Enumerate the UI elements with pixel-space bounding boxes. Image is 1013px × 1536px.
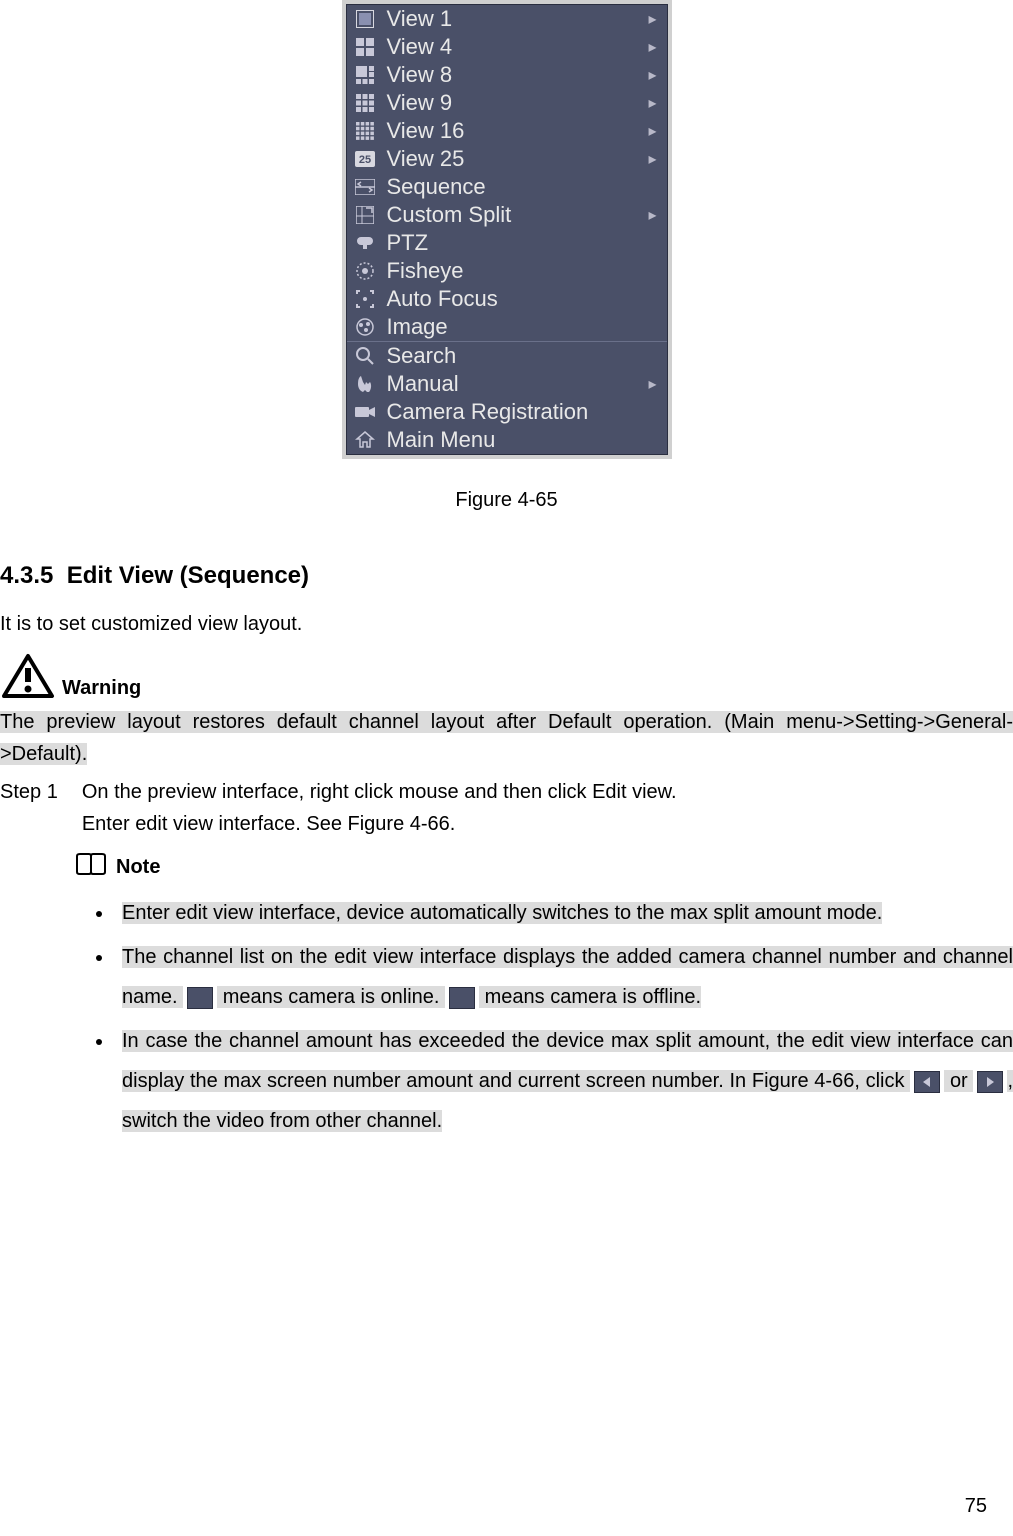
sequence-icon bbox=[353, 175, 377, 199]
menu-item-autofocus[interactable]: Auto Focus bbox=[347, 285, 667, 313]
step-label: Step 1 bbox=[0, 776, 58, 840]
menu-label: Camera Registration bbox=[387, 399, 657, 425]
custom-split-icon bbox=[353, 203, 377, 227]
menu-item-sequence[interactable]: Sequence bbox=[347, 173, 667, 201]
step-line2: Enter edit view interface. See Figure 4-… bbox=[82, 808, 677, 840]
note-icon bbox=[74, 852, 108, 883]
warning-label: Warning bbox=[62, 677, 141, 700]
menu-item-custom-split[interactable]: Custom Split ▸ bbox=[347, 201, 667, 229]
menu-item-image[interactable]: Image bbox=[347, 313, 667, 341]
chevron-right-icon: ▸ bbox=[648, 37, 656, 57]
chevron-right-icon: ▸ bbox=[648, 9, 656, 29]
menu-label: View 9 bbox=[387, 90, 649, 116]
fisheye-icon bbox=[353, 259, 377, 283]
step-line1: On the preview interface, right click mo… bbox=[82, 776, 677, 808]
view4-icon bbox=[353, 35, 377, 59]
view1-icon bbox=[353, 7, 377, 31]
prev-arrow-icon bbox=[914, 1071, 940, 1093]
view16-icon bbox=[353, 119, 377, 143]
next-arrow-icon bbox=[977, 1071, 1003, 1093]
menu-section-1: View 1 ▸ View 4 ▸ View 8 ▸ View 9 ▸ bbox=[347, 5, 667, 342]
menu-label: Sequence bbox=[387, 174, 657, 200]
menu-body: View 1 ▸ View 4 ▸ View 8 ▸ View 9 ▸ bbox=[346, 4, 668, 455]
bullet-2: The channel list on the edit view interf… bbox=[114, 937, 1013, 1017]
menu-item-view16[interactable]: View 16 ▸ bbox=[347, 117, 667, 145]
chevron-right-icon: ▸ bbox=[648, 149, 656, 169]
menu-item-ptz[interactable]: PTZ bbox=[347, 229, 667, 257]
menu-label: View 4 bbox=[387, 34, 649, 60]
camera-reg-icon bbox=[353, 400, 377, 424]
menu-section-2: Search Manual ▸ Camera Registration Main… bbox=[347, 342, 667, 454]
menu-label: View 16 bbox=[387, 118, 649, 144]
svg-text:25: 25 bbox=[358, 154, 370, 166]
section-title: Edit View (Sequence) bbox=[67, 562, 309, 589]
step-body: On the preview interface, right click mo… bbox=[82, 776, 677, 840]
menu-label: Custom Split bbox=[387, 202, 649, 228]
chevron-right-icon: ▸ bbox=[648, 374, 656, 394]
menu-item-view1[interactable]: View 1 ▸ bbox=[347, 5, 667, 33]
search-icon bbox=[353, 344, 377, 368]
menu-label: View 1 bbox=[387, 6, 649, 32]
note-bullets: Enter edit view interface, device automa… bbox=[74, 893, 1013, 1141]
chevron-right-icon: ▸ bbox=[648, 205, 656, 225]
menu-label: Manual bbox=[387, 371, 649, 397]
menu-label: Main Menu bbox=[387, 427, 657, 453]
doc-section: 4.3.5 Edit View (Sequence) It is to set … bbox=[0, 562, 1013, 1141]
camera-offline-icon bbox=[449, 987, 475, 1009]
menu-label: View 8 bbox=[387, 62, 649, 88]
menu-label: PTZ bbox=[387, 230, 657, 256]
context-menu: View 1 ▸ View 4 ▸ View 8 ▸ View 9 ▸ bbox=[342, 0, 672, 459]
menu-item-manual[interactable]: Manual ▸ bbox=[347, 370, 667, 398]
chevron-right-icon: ▸ bbox=[648, 65, 656, 85]
menu-label: Search bbox=[387, 343, 657, 369]
bullet-3: In case the channel amount has exceeded … bbox=[114, 1021, 1013, 1141]
ptz-icon bbox=[353, 231, 377, 255]
menu-item-view4[interactable]: View 4 ▸ bbox=[347, 33, 667, 61]
step-1: Step 1 On the preview interface, right c… bbox=[0, 776, 1013, 840]
section-heading: 4.3.5 Edit View (Sequence) bbox=[0, 562, 1013, 590]
note-block: Note bbox=[74, 852, 1013, 883]
menu-label: Fisheye bbox=[387, 258, 657, 284]
menu-label: Auto Focus bbox=[387, 286, 657, 312]
menu-item-search[interactable]: Search bbox=[347, 342, 667, 370]
manual-icon bbox=[353, 372, 377, 396]
menu-item-fisheye[interactable]: Fisheye bbox=[347, 257, 667, 285]
chevron-right-icon: ▸ bbox=[648, 93, 656, 113]
menu-item-view9[interactable]: View 9 ▸ bbox=[347, 89, 667, 117]
note-label: Note bbox=[116, 856, 160, 879]
view8-icon bbox=[353, 63, 377, 87]
warning-text: The preview layout restores default chan… bbox=[0, 706, 1013, 770]
intro-text: It is to set customized view layout. bbox=[0, 608, 1013, 640]
section-number: 4.3.5 bbox=[0, 562, 53, 589]
menu-item-view25[interactable]: 25 View 25 ▸ bbox=[347, 145, 667, 173]
main-menu-icon bbox=[353, 428, 377, 452]
autofocus-icon bbox=[353, 287, 377, 311]
page-number: 75 bbox=[965, 1495, 987, 1518]
figure-caption: Figure 4-65 bbox=[0, 489, 1013, 512]
warning-icon bbox=[0, 652, 56, 700]
camera-online-icon bbox=[187, 987, 213, 1009]
menu-item-main-menu[interactable]: Main Menu bbox=[347, 426, 667, 454]
chevron-right-icon: ▸ bbox=[648, 121, 656, 141]
menu-item-camera-reg[interactable]: Camera Registration bbox=[347, 398, 667, 426]
view9-icon bbox=[353, 91, 377, 115]
menu-item-view8[interactable]: View 8 ▸ bbox=[347, 61, 667, 89]
image-icon bbox=[353, 315, 377, 339]
bullet-1: Enter edit view interface, device automa… bbox=[114, 893, 1013, 933]
warning-block: Warning bbox=[0, 652, 1013, 700]
menu-label: Image bbox=[387, 314, 657, 340]
view25-icon: 25 bbox=[353, 147, 377, 171]
menu-label: View 25 bbox=[387, 146, 649, 172]
